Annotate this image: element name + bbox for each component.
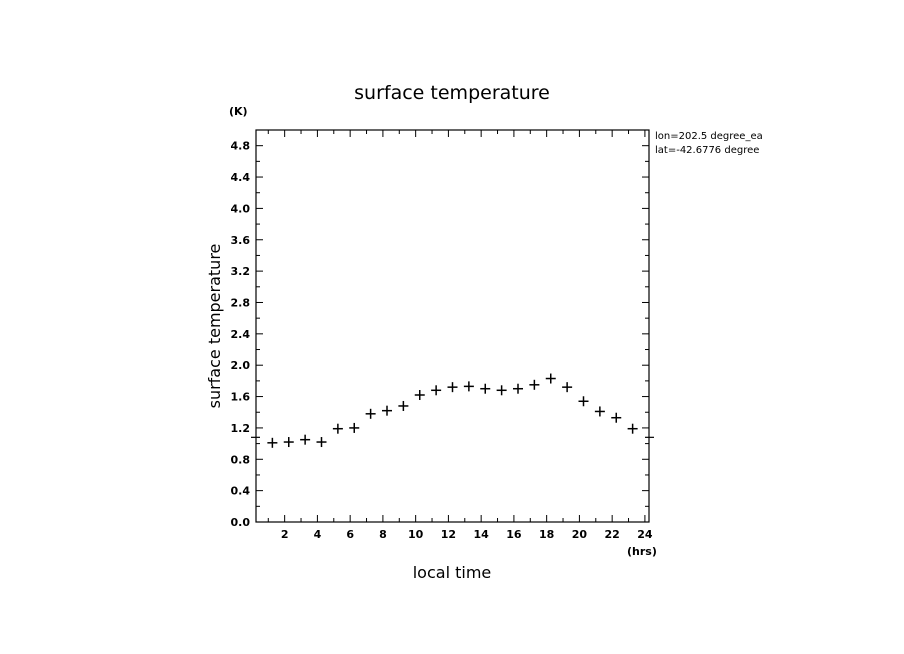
data-point — [332, 423, 343, 434]
data-point — [529, 379, 540, 390]
data-point — [267, 437, 278, 448]
axis-ticks: 0.0 0.4 0.8 1.2 1.6 2.0 2.4 2.8 3.2 3.6 4.0 4.4 4.8 2… — [231, 130, 654, 541]
plot-frame — [255, 129, 650, 523]
y-tick-label: 1.6 — [231, 391, 251, 404]
data-point — [480, 383, 491, 394]
y-tick-label: 3.6 — [231, 234, 251, 247]
x-tick-label: 8 — [379, 528, 387, 541]
y-tick-label: 0.4 — [231, 485, 251, 498]
chart-title: surface temperature — [354, 82, 550, 104]
longitude-annotation: lon=202.5 degree_ea — [655, 131, 763, 142]
x-tick-label: 4 — [314, 528, 322, 541]
y-tick-label: 1.2 — [231, 422, 251, 435]
data-point — [545, 373, 556, 384]
x-tick-label: 16 — [506, 528, 522, 541]
y-tick-label: 0.0 — [231, 516, 251, 529]
data-point — [463, 381, 474, 392]
data-point — [300, 434, 311, 445]
y-tick-label: 2.4 — [231, 328, 251, 341]
x-axis-label: local time — [413, 563, 492, 582]
x-tick-label: 20 — [572, 528, 588, 541]
data-point — [627, 423, 638, 434]
y-tick-label: 0.8 — [231, 453, 251, 466]
y-tick-label: 2.0 — [231, 359, 251, 372]
data-point — [578, 396, 589, 407]
x-tick-label: 24 — [637, 528, 653, 541]
data-points — [267, 373, 638, 448]
y-tick-label: 4.4 — [231, 171, 251, 184]
data-point — [447, 382, 458, 393]
data-point — [496, 385, 507, 396]
data-point — [398, 400, 409, 411]
data-point — [365, 408, 376, 419]
x-tick-label: 2 — [281, 528, 289, 541]
x-tick-label: 18 — [539, 528, 554, 541]
data-point — [594, 406, 605, 417]
y-tick-label: 4.0 — [231, 202, 251, 215]
data-point — [414, 389, 425, 400]
data-point — [562, 382, 573, 393]
data-point — [283, 437, 294, 448]
x-unit-label: (hrs) — [627, 545, 657, 558]
data-point — [316, 437, 327, 448]
y-unit-label: (K) — [229, 105, 248, 118]
data-point — [349, 422, 360, 433]
data-point — [382, 405, 392, 416]
y-axis-label: surface temperature — [205, 244, 224, 409]
x-tick-label: 12 — [441, 528, 456, 541]
x-tick-label: 22 — [605, 528, 620, 541]
y-tick-label: 2.8 — [231, 296, 251, 309]
data-point — [611, 412, 622, 423]
latitude-annotation: lat=-42.6776 degree — [655, 145, 759, 156]
y-tick-label: 4.8 — [231, 140, 251, 153]
x-tick-label: 6 — [346, 528, 354, 541]
y-tick-label: 3.2 — [231, 265, 251, 278]
data-point — [513, 383, 523, 394]
x-tick-label: 14 — [474, 528, 490, 541]
x-tick-label: 10 — [408, 528, 424, 541]
data-point — [431, 385, 442, 396]
